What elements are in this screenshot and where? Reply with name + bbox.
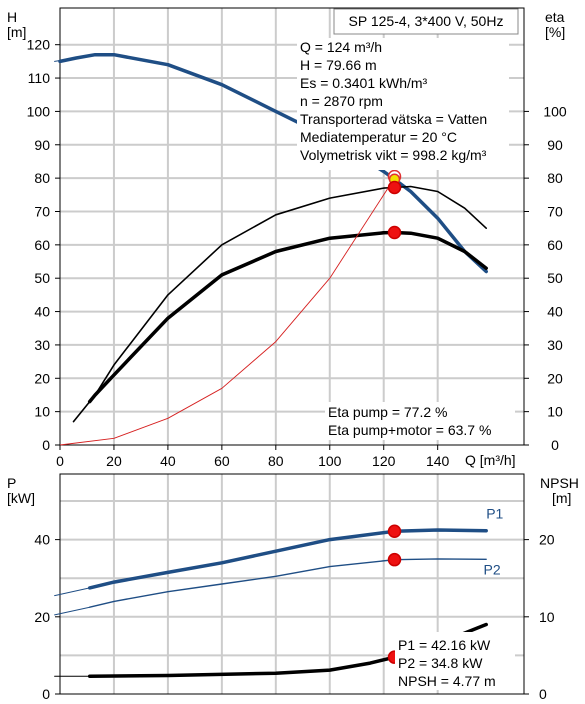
- info-es: Es = 0.3401 kWh/m³: [300, 75, 428, 91]
- left-axis-label-h: H: [7, 9, 17, 25]
- top-left-tick-label: 60: [34, 237, 50, 253]
- eta-total-label: Eta pump+motor = 63.7 %: [328, 422, 491, 438]
- top-right-tick-label: 0: [551, 437, 559, 453]
- series-eta-pump: [72, 185, 488, 423]
- top-left-tick-label: 120: [27, 37, 51, 53]
- top-left-tick-label: 40: [34, 304, 50, 320]
- x-axis-label-bg: [462, 450, 524, 470]
- top-left-tick-label: 10: [34, 404, 50, 420]
- top-left-tick-label: 80: [34, 170, 50, 186]
- top-left-tick-label: 30: [34, 337, 50, 353]
- info-density: Volymetrisk vikt = 998.2 kg/m³: [300, 147, 487, 163]
- top-markers: [387, 169, 402, 240]
- top-left-tick-label: 20: [34, 370, 50, 386]
- bottom-series-labels: P1 P2: [484, 505, 504, 577]
- power-box-bg: [395, 632, 515, 690]
- top-x-tick-label: 0: [56, 453, 64, 469]
- series-P2: [88, 558, 487, 608]
- series-eta-ext: [73, 401, 91, 423]
- top-right-tick-label: 100: [543, 103, 567, 119]
- info-p1: P1 = 42.16 kW: [398, 637, 491, 653]
- top-right-tick-label: 90: [547, 137, 563, 153]
- top-right-tick-label: 50: [547, 270, 563, 286]
- info-n: n = 2870 rpm: [300, 93, 383, 109]
- operating-point-marker: [387, 180, 402, 195]
- series-label-p1: P1: [486, 505, 503, 521]
- series-label-p2: P2: [484, 561, 501, 577]
- top-x-tick-label: 60: [214, 453, 230, 469]
- bottom-plot-frame: [59, 473, 525, 695]
- info-npsh: NPSH = 4.77 m: [398, 673, 496, 689]
- top-x-tick-label: 20: [106, 453, 122, 469]
- right-axis-label-eta: eta: [545, 9, 565, 25]
- top-panel: 0 20 40 60 80 100 120 1400102030405060708090100…: [7, 7, 567, 470]
- top-grid: [60, 8, 524, 445]
- info-q: Q = 124 m³/h: [300, 39, 382, 55]
- top-left-tick-label: 50: [34, 270, 50, 286]
- operating-point-marker: [387, 552, 402, 567]
- x-axis-label: Q [m³/h]: [465, 452, 516, 468]
- right-axis-label-npsh: NPSH: [540, 475, 579, 491]
- bottom-right-tick-label: 0: [539, 686, 547, 702]
- info-p2: P2 = 34.8 kW: [398, 655, 483, 671]
- top-x-tick-label: 120: [372, 453, 396, 469]
- bottom-right-tick-label: 20: [539, 532, 555, 548]
- title-box: [333, 8, 519, 35]
- top-left-tick-label: 90: [34, 137, 50, 153]
- left-axis-label-p: P: [7, 475, 16, 491]
- right-axis-unit-eta: [%]: [545, 24, 565, 40]
- info-box-bg: [297, 38, 509, 170]
- efficiency-info: Eta pump = 77.2 % Eta pump+motor = 63.7 …: [325, 402, 515, 440]
- top-left-tick-label: 100: [27, 103, 51, 119]
- top-right-tick-label: 60: [547, 237, 563, 253]
- bottom-left-tick-label: 40: [34, 532, 50, 548]
- top-x-tick-label: 80: [268, 453, 284, 469]
- top-right-tick-label: 10: [547, 404, 563, 420]
- top-x-tick-label: 140: [426, 453, 450, 469]
- series-P1: [87, 528, 488, 590]
- top-right-tick-label: 20: [547, 370, 563, 386]
- left-axis-unit-h: [m]: [7, 24, 26, 40]
- bottom-right-tick-label: 10: [539, 609, 555, 625]
- series-H-ext: [54, 54, 96, 62]
- top-right-tick-label: 40: [547, 304, 563, 320]
- bottom-left-tick-label: 0: [42, 686, 50, 702]
- top-left-tick-label: 70: [34, 203, 50, 219]
- info-h: H = 79.66 m: [300, 57, 377, 73]
- bottom-ticks: 0 20 40 0 10 20: [34, 532, 554, 702]
- series-P2-ext: [54, 606, 91, 616]
- left-axis-unit-p: [kW]: [7, 490, 35, 506]
- chart-title: SP 125-4, 3*400 V, 50Hz: [349, 13, 504, 29]
- series-eta-total: [87, 230, 488, 404]
- top-plot-frame: [59, 7, 525, 446]
- series-system: [59, 177, 395, 446]
- top-left-tick-label: 0: [42, 437, 50, 453]
- info-fluid: Transporterad vätska = Vatten: [300, 111, 487, 127]
- top-x-tick-label: 100: [318, 453, 342, 469]
- eta-box-bg: [325, 402, 515, 440]
- right-axis-unit-npsh: [m]: [552, 490, 571, 506]
- operating-point-info: Q = 124 m³/h H = 79.66 m Es = 0.3401 kWh…: [297, 38, 509, 170]
- top-right-tick-label: 70: [547, 203, 563, 219]
- top-ticks: 0 20 40 60 80 100 120 1400102030405060708090100…: [27, 37, 567, 469]
- top-x-tick-label: 40: [160, 453, 176, 469]
- info-temp: Mediatemperatur = 20 °C: [300, 129, 457, 145]
- bottom-panel: 0 20 40 0 10 20 P [kW] NPSH [m] P1 P2 P1 = 42.…: [7, 473, 579, 702]
- operating-point-marker: [387, 225, 402, 240]
- top-left-tick-label: 110: [28, 70, 51, 86]
- series-P1-ext: [54, 587, 91, 597]
- top-right-tick-label: 80: [547, 170, 563, 186]
- operating-point-marker: [387, 524, 402, 539]
- power-info: P1 = 42.16 kW P2 = 34.8 kW NPSH = 4.77 m: [395, 632, 515, 690]
- eta-pump-label: Eta pump = 77.2 %: [328, 404, 447, 420]
- top-right-tick-label: 30: [547, 337, 563, 353]
- bottom-left-tick-label: 20: [34, 609, 50, 625]
